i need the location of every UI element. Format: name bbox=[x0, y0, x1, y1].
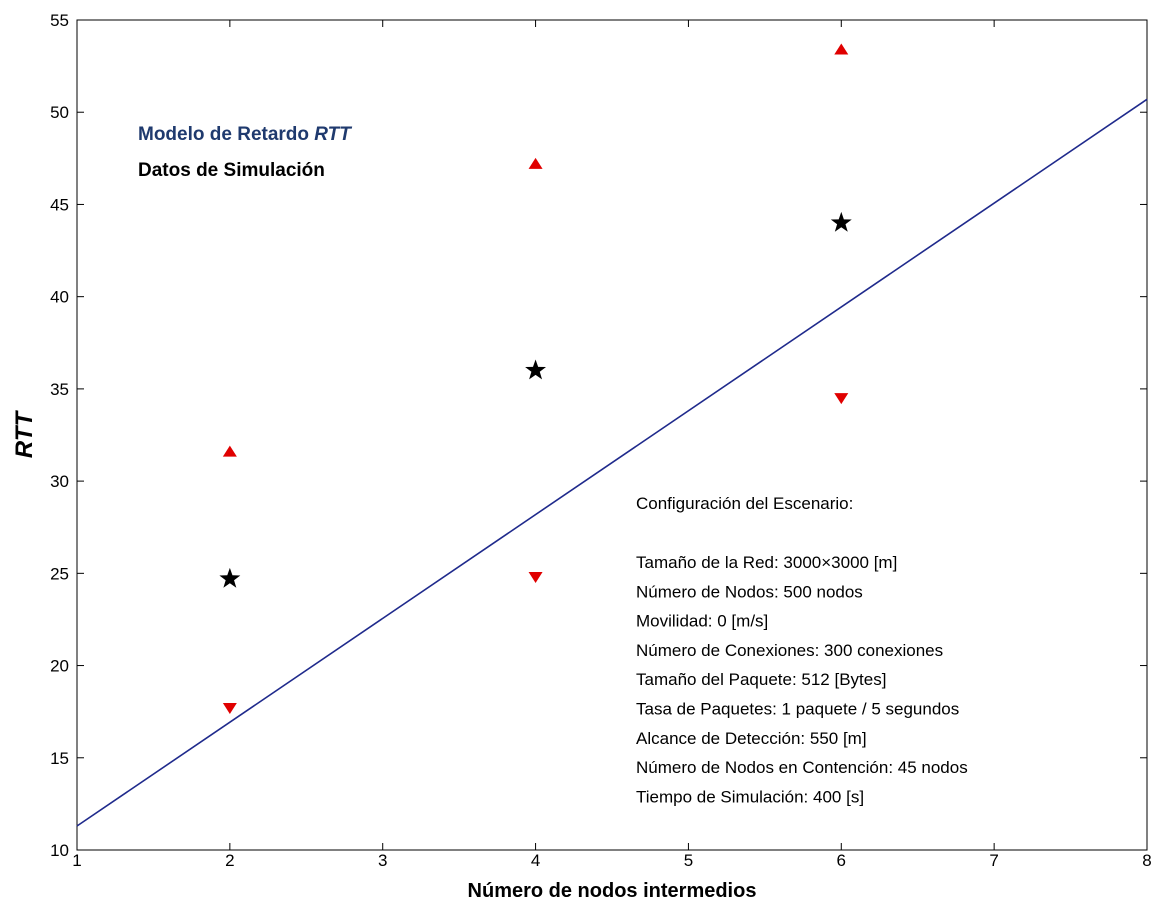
config-line: Tamaño del Paquete: 512 [Bytes] bbox=[636, 670, 886, 689]
legend-model-italic: RTT bbox=[314, 124, 352, 145]
y-tick-label: 50 bbox=[50, 103, 69, 122]
y-tick-label: 40 bbox=[50, 288, 69, 307]
legend-entry-simulation: Datos de Simulación bbox=[138, 160, 325, 181]
y-tick-label: 20 bbox=[50, 657, 69, 676]
simulation-star-marker bbox=[525, 359, 547, 380]
config-line: Movilidad: 0 [m/s] bbox=[636, 612, 768, 631]
y-tick-label: 10 bbox=[50, 841, 69, 860]
x-tick-label: 7 bbox=[989, 851, 998, 870]
scenario-configuration-annotation: Configuración del Escenario: Tamaño de l… bbox=[636, 494, 968, 806]
lower-bound-marker bbox=[834, 393, 849, 405]
upper-bound-marker bbox=[528, 157, 543, 169]
x-tick-label: 3 bbox=[378, 851, 387, 870]
config-line: Tamaño de la Red: 3000×3000 [m] bbox=[636, 553, 897, 572]
x-tick-label: 4 bbox=[531, 851, 540, 870]
y-axis-title: RTT bbox=[11, 410, 38, 459]
x-axis-ticks: 1 2 3 4 5 6 7 8 bbox=[72, 20, 1152, 870]
config-line: Tiempo de Simulación: 400 [s] bbox=[636, 787, 864, 806]
x-tick-label: 5 bbox=[684, 851, 693, 870]
series-layer bbox=[76, 43, 1148, 827]
y-tick-label: 35 bbox=[50, 380, 69, 399]
lower-bound-marker bbox=[222, 702, 237, 714]
y-tick-label: 30 bbox=[50, 472, 69, 491]
lower-bound-marker bbox=[528, 572, 543, 584]
x-tick-label: 2 bbox=[225, 851, 234, 870]
upper-bound-marker bbox=[834, 43, 849, 55]
y-tick-label: 55 bbox=[50, 11, 69, 30]
legend: Modelo de Retardo RTT Datos de Simulació… bbox=[138, 124, 352, 181]
legend-entry-model: Modelo de Retardo RTT bbox=[138, 124, 352, 145]
y-tick-label: 15 bbox=[50, 749, 69, 768]
config-title: Configuración del Escenario: bbox=[636, 494, 853, 513]
y-tick-label: 25 bbox=[50, 564, 69, 583]
y-tick-label: 45 bbox=[50, 195, 69, 214]
config-line: Número de Conexiones: 300 conexiones bbox=[636, 641, 943, 660]
model-line bbox=[76, 98, 1148, 827]
x-tick-label: 8 bbox=[1142, 851, 1151, 870]
x-tick-label: 6 bbox=[837, 851, 846, 870]
x-axis-title: Número de nodos intermedios bbox=[468, 880, 757, 902]
simulation-star-marker bbox=[830, 211, 852, 232]
upper-bound-marker bbox=[222, 445, 237, 457]
legend-model-prefix: Modelo de Retardo bbox=[138, 124, 314, 145]
config-line: Número de Nodos en Contención: 45 nodos bbox=[636, 758, 968, 777]
plot-area bbox=[76, 19, 1148, 851]
config-line: Tasa de Paquetes: 1 paquete / 5 segundos bbox=[636, 700, 959, 719]
config-lines: Tamaño de la Red: 3000×3000 [m] Número de… bbox=[636, 553, 968, 806]
simulation-star-marker bbox=[219, 567, 241, 588]
y-axis-ticks: 10 15 20 25 30 35 40 45 50 55 bbox=[50, 11, 1147, 860]
x-tick-label: 1 bbox=[72, 851, 81, 870]
config-line: Alcance de Detección: 550 [m] bbox=[636, 729, 867, 748]
config-line: Número de Nodos: 500 nodos bbox=[636, 582, 863, 601]
